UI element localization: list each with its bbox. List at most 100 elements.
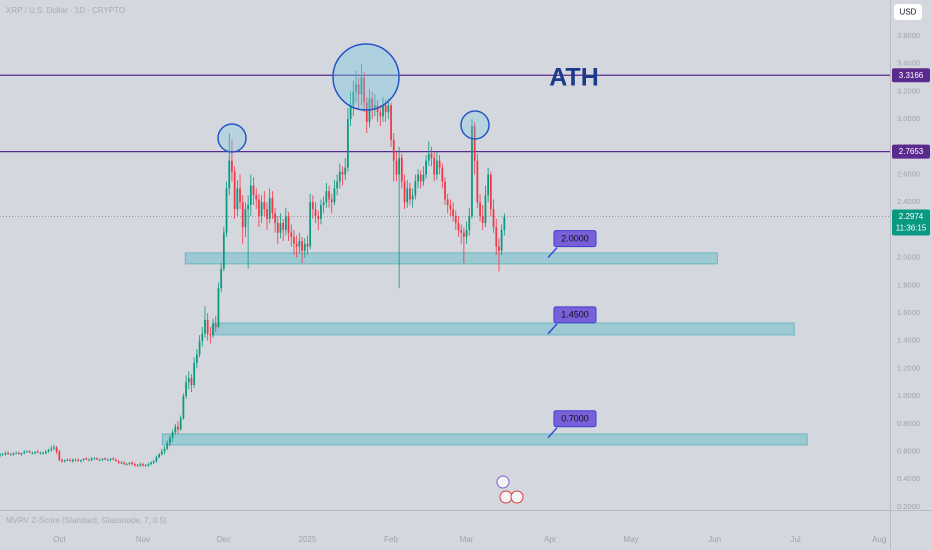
candle-body	[417, 174, 419, 182]
candle-body	[279, 223, 282, 233]
candle-body	[352, 91, 355, 106]
y-tick-label: 1.2000	[897, 363, 920, 372]
candle-body	[128, 462, 131, 465]
last-price-label: 2.2974	[899, 212, 924, 221]
x-tick-label: Dec	[217, 535, 231, 544]
candle-body	[74, 459, 77, 461]
level-label-box	[553, 306, 597, 324]
candle-body	[320, 204, 322, 219]
plot: 2.0000 1.4500 0.7000	[0, 63, 890, 467]
candle-body	[268, 198, 271, 219]
candle-body	[390, 105, 392, 140]
candle-body	[90, 458, 93, 460]
candle-body	[285, 216, 287, 230]
event-icon[interactable]	[510, 490, 524, 504]
candle-body	[249, 185, 252, 205]
candle-body	[471, 126, 473, 217]
candle-body	[139, 464, 142, 466]
candle-body	[341, 171, 344, 175]
candle-body	[34, 451, 36, 453]
candle-body	[355, 84, 357, 92]
candle-body	[357, 84, 360, 95]
support-zone	[161, 433, 808, 446]
candle-body	[169, 437, 171, 444]
event-icon[interactable]	[499, 490, 513, 504]
y-tick-label: 3.4000	[897, 59, 920, 68]
candle-body	[266, 209, 268, 219]
candle-body	[454, 216, 457, 224]
candle-body	[190, 378, 193, 386]
candle-body	[209, 333, 212, 336]
candle-body	[20, 452, 23, 455]
candle-body	[201, 333, 204, 341]
candle-body	[282, 223, 285, 230]
candle-body	[252, 185, 255, 196]
candle-body	[328, 191, 330, 200]
candle-body	[468, 216, 471, 230]
candle-body	[247, 204, 249, 210]
candle-body	[61, 459, 63, 462]
candle-body	[187, 378, 190, 383]
candle-body	[303, 243, 306, 251]
candle-body	[398, 157, 401, 175]
support-zone	[184, 252, 718, 265]
candle-body	[88, 459, 90, 461]
candle-body	[444, 181, 446, 200]
currency-button[interactable]	[894, 4, 922, 20]
candle-body	[18, 452, 20, 455]
candle-body	[193, 362, 196, 386]
candle-body	[244, 209, 247, 228]
candle-body	[7, 452, 9, 455]
candle-body	[287, 216, 290, 233]
candle-body	[160, 451, 163, 455]
candle-body	[71, 459, 74, 462]
candle-body	[387, 105, 390, 113]
level-label: 0.7000	[561, 414, 589, 424]
candle-body	[384, 105, 387, 113]
candle-body	[174, 426, 177, 433]
candle-body	[263, 202, 266, 210]
candle-body	[392, 139, 395, 161]
candle-body	[492, 209, 495, 228]
candle-body	[206, 319, 209, 334]
price-axis-box	[892, 144, 930, 159]
candle-body	[166, 443, 169, 449]
candle-body	[349, 105, 352, 120]
y-tick-label: 2.0000	[897, 253, 920, 262]
candle-body	[58, 451, 61, 460]
candle-body	[473, 126, 476, 161]
candle-body	[414, 181, 417, 196]
candle-body	[182, 396, 185, 419]
candle-body	[395, 160, 398, 175]
level-label: 2.0000	[561, 234, 589, 244]
candle-body	[347, 119, 349, 168]
y-tick-label: 2.4000	[897, 197, 920, 206]
symbol-title: XRP / U.S. Dollar · 1D · CRYPTO	[6, 6, 125, 15]
event-icons	[496, 475, 524, 504]
candle-body	[150, 462, 152, 465]
candle-body	[446, 199, 449, 205]
last-price-box	[892, 209, 930, 236]
candle-body	[50, 448, 53, 451]
candle-body	[12, 452, 15, 455]
highlight-circle	[460, 110, 490, 140]
event-icon[interactable]	[496, 475, 510, 489]
candle-body	[239, 188, 241, 203]
level-label: 1.4500	[561, 310, 589, 320]
candle-body	[112, 458, 115, 460]
candle-body	[26, 451, 28, 453]
candle-body	[66, 459, 69, 461]
y-tick-label: 1.4000	[897, 336, 920, 345]
candle-body	[42, 452, 45, 454]
candle-body	[4, 452, 7, 455]
y-tick-label: 0.4000	[897, 474, 920, 483]
x-tick-label: Jun	[708, 535, 721, 544]
candle-body	[255, 195, 258, 200]
candle-body	[23, 451, 26, 453]
countdown-label: 11:36:15	[896, 224, 927, 233]
candle-body	[39, 452, 42, 454]
candle-body	[225, 188, 228, 233]
candle-body	[376, 105, 379, 113]
candle-body	[47, 450, 50, 452]
